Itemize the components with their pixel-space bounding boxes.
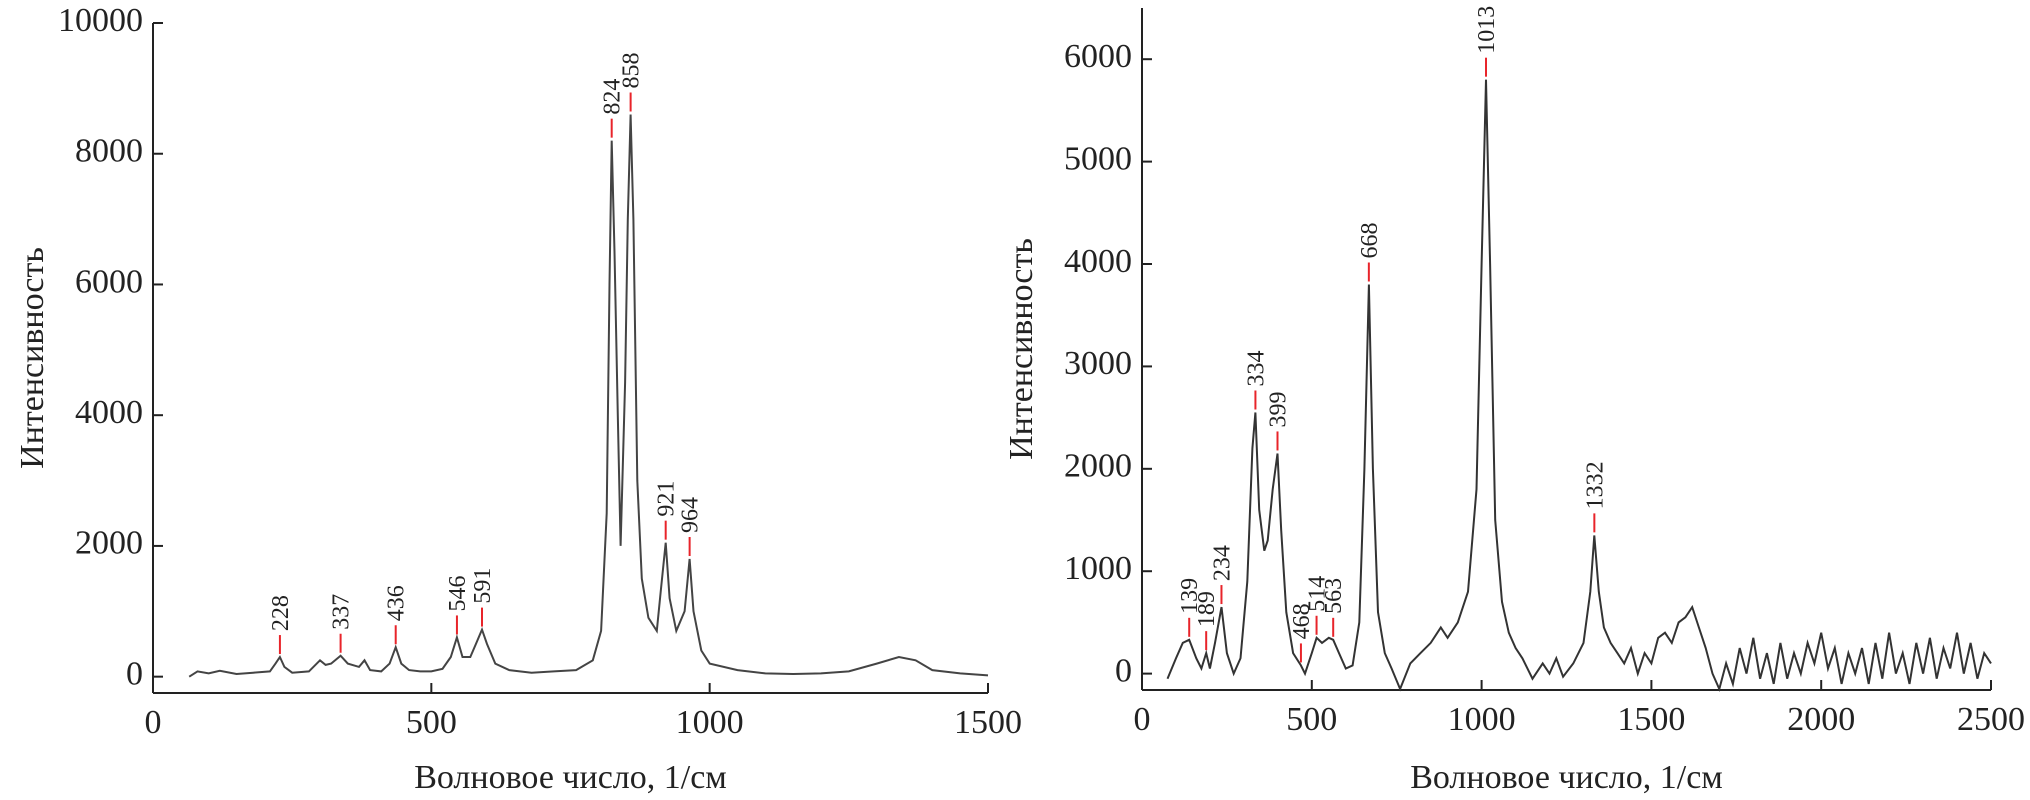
x-tick-label: 0 xyxy=(145,704,162,741)
x-tick-label: 2000 xyxy=(1787,701,1855,738)
y-axis-label: Интенсивность xyxy=(14,247,51,469)
peak-label: 189 xyxy=(1194,591,1220,627)
y-tick-label: 4000 xyxy=(1064,243,1132,280)
peak-label: 399 xyxy=(1266,391,1292,427)
y-tick-label: 3000 xyxy=(1064,345,1132,382)
peak-label: 824 xyxy=(600,79,626,115)
y-tick-label: 10000 xyxy=(58,2,143,39)
peak-label: 514 xyxy=(1305,576,1331,612)
spectrum-line xyxy=(188,114,989,678)
x-tick-label: 2500 xyxy=(1957,701,2025,738)
peak-label: 546 xyxy=(445,575,471,611)
y-tick-label: 6000 xyxy=(75,263,143,300)
x-tick-label: 1500 xyxy=(954,704,1022,741)
y-tick-label: 0 xyxy=(126,655,143,692)
y-tick-label: 2000 xyxy=(75,525,143,562)
x-tick-label: 500 xyxy=(1286,701,1337,738)
peak-label: 139 xyxy=(1177,578,1203,614)
peak-label: 1013 xyxy=(1474,6,1500,54)
x-tick-label: 0 xyxy=(1134,701,1151,738)
x-axis-label: Волновое число, 1/см xyxy=(414,759,727,796)
x-tick-label: 500 xyxy=(406,704,457,741)
peak-label: 234 xyxy=(1209,545,1235,581)
y-tick-label: 2000 xyxy=(1064,448,1132,485)
peak-label: 964 xyxy=(678,497,704,533)
peak-label: 591 xyxy=(470,568,496,604)
x-axis-label: Волновое число, 1/см xyxy=(1410,759,1723,796)
peak-label: 668 xyxy=(1357,222,1383,258)
x-tick-label: 1500 xyxy=(1617,701,1685,738)
y-tick-label: 5000 xyxy=(1064,140,1132,177)
peak-label: 436 xyxy=(384,585,410,621)
peak-label: 858 xyxy=(619,53,645,89)
peak-label: 1332 xyxy=(1582,461,1608,509)
peak-label: 228 xyxy=(268,595,294,631)
peak-label: 563 xyxy=(1321,578,1347,614)
y-tick-label: 4000 xyxy=(75,394,143,431)
peak-label: 337 xyxy=(329,594,355,630)
peak-label: 334 xyxy=(1243,350,1269,386)
x-tick-label: 1000 xyxy=(676,704,744,741)
y-tick-label: 0 xyxy=(1115,652,1132,689)
peak-label: 468 xyxy=(1289,603,1315,639)
y-tick-label: 1000 xyxy=(1064,550,1132,587)
y-tick-label: 8000 xyxy=(75,133,143,170)
x-tick-label: 1000 xyxy=(1448,701,1516,738)
peak-label: 921 xyxy=(654,481,680,517)
y-tick-label: 6000 xyxy=(1064,38,1132,75)
y-axis-label: Интенсивность xyxy=(1003,238,1040,460)
spectrum-line xyxy=(1166,79,1992,693)
